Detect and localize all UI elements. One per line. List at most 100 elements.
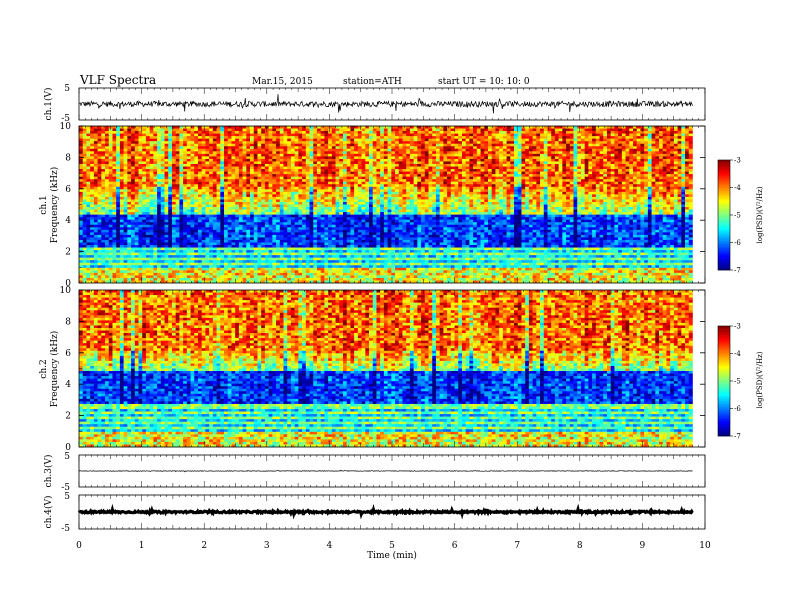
ch1_spec-cell bbox=[451, 151, 455, 154]
ch1_spec-cell bbox=[443, 199, 447, 202]
ch1_spec-cell bbox=[250, 164, 254, 167]
ch1_spec-cell bbox=[629, 184, 633, 187]
ch1_spec-cell bbox=[310, 194, 314, 197]
ch1_spec-cell bbox=[402, 159, 406, 162]
ch1_spec-cell bbox=[652, 167, 656, 170]
ch1_spec-cell bbox=[637, 167, 641, 170]
ch1_spec-cell bbox=[488, 199, 492, 202]
ch1_spec-cell bbox=[291, 164, 295, 167]
ch1_spec-cell bbox=[287, 169, 291, 172]
ch1_spec-cell bbox=[458, 134, 462, 137]
ch1_spec-cell bbox=[507, 172, 511, 175]
ch1_spec-cell bbox=[365, 131, 369, 134]
ch1_spec-cell bbox=[354, 159, 358, 162]
ch1_spec-cell bbox=[165, 139, 169, 142]
ch1_spec-cell bbox=[295, 192, 299, 195]
ch1_spec-cell bbox=[585, 144, 589, 147]
ch1_spec-cell bbox=[655, 167, 659, 170]
ch1_spec-cell bbox=[540, 131, 544, 134]
ch1_spec-cell bbox=[83, 151, 87, 154]
ch1_spec-cell bbox=[477, 177, 481, 180]
ch1_spec-cell bbox=[685, 154, 689, 157]
ch1_spec-cell bbox=[272, 187, 276, 190]
ch1_spec-cell bbox=[172, 146, 176, 149]
ch1_spec-cell bbox=[172, 174, 176, 177]
ch1_spec-cell bbox=[484, 156, 488, 159]
ch1_spec-cell bbox=[376, 192, 380, 195]
ch1_spec-cell bbox=[391, 159, 395, 162]
ch1_spec-cell bbox=[168, 126, 172, 129]
ch1_spec-cell bbox=[477, 167, 481, 170]
ch1_spec-cell bbox=[347, 169, 351, 172]
ch1_spec-cell bbox=[105, 189, 109, 192]
ch1_spec-cell bbox=[317, 172, 321, 175]
ch1_spec-cell bbox=[328, 136, 332, 139]
ch1_spec-cell bbox=[562, 141, 566, 144]
ch1_spec-cell bbox=[447, 136, 451, 139]
ch1_spec-cell bbox=[343, 164, 347, 167]
ch1_spec-cell bbox=[250, 146, 254, 149]
ch1_spec-cell bbox=[350, 156, 354, 159]
ch1_spec-cell bbox=[603, 146, 607, 149]
ch1_spec-cell bbox=[176, 182, 180, 185]
ch1_spec-cell bbox=[313, 149, 317, 152]
ch1_spec-cell bbox=[150, 159, 154, 162]
ch1_spec-cell bbox=[380, 194, 384, 197]
ch1_spec-cell bbox=[176, 136, 180, 139]
ch1_spec-cell bbox=[458, 144, 462, 147]
ch1_spec-cell bbox=[629, 139, 633, 142]
ch1_spec-cell bbox=[165, 169, 169, 172]
ch1_spec-cell bbox=[298, 139, 302, 142]
ch1_spec-cell bbox=[98, 194, 102, 197]
ch1_spec-cell bbox=[179, 151, 183, 154]
ch1_spec-cell bbox=[194, 134, 198, 137]
ch1_spec-cell bbox=[384, 187, 388, 190]
ch1_spec-cell bbox=[391, 199, 395, 202]
ch1_spec-cell bbox=[384, 172, 388, 175]
ch1_spec-cell bbox=[540, 164, 544, 167]
ch1_spec-cell bbox=[94, 199, 98, 202]
ch1_spec-cell bbox=[429, 189, 433, 192]
ch1_spec-cell bbox=[562, 131, 566, 134]
ch1_spec-cell bbox=[172, 139, 176, 142]
ch1_spec-cell bbox=[466, 134, 470, 137]
ch1_spec-cell bbox=[243, 167, 247, 170]
ch1_spec-cell bbox=[436, 161, 440, 164]
ch1_spec-cell bbox=[458, 136, 462, 139]
ch1_spec-cell bbox=[261, 172, 265, 175]
ch1_spec-cell bbox=[306, 144, 310, 147]
ch1_spec-cell bbox=[626, 182, 630, 185]
ch1_spec-cell bbox=[376, 197, 380, 200]
ch1_spec-cell bbox=[317, 156, 321, 159]
ch1_spec-cell bbox=[551, 174, 555, 177]
ch1_spec-cell bbox=[622, 129, 626, 132]
ch1_spec-cell bbox=[648, 161, 652, 164]
ch1_spec-cell bbox=[105, 174, 109, 177]
ch1_spec-cell bbox=[574, 199, 578, 202]
ch1_spec-cell bbox=[410, 151, 414, 154]
ch1_spec-cell bbox=[265, 179, 269, 182]
ch1_spec-cell bbox=[332, 141, 336, 144]
ch1_spec-cell bbox=[213, 187, 217, 190]
ch1_spec-cell bbox=[276, 194, 280, 197]
ch1_spec-cell bbox=[321, 167, 325, 170]
ch1_spec-cell bbox=[536, 154, 540, 157]
ch1_spec-cell bbox=[347, 129, 351, 132]
ch1_spec-cell bbox=[484, 192, 488, 195]
ch1_spec-cell bbox=[581, 189, 585, 192]
ch1_spec-cell bbox=[228, 192, 232, 195]
ch1_spec-cell bbox=[659, 131, 663, 134]
ch1_spec-cell bbox=[257, 141, 261, 144]
ch1_spec-cell bbox=[287, 161, 291, 164]
ch1_spec-cell bbox=[681, 159, 685, 162]
ch1_spec-cell bbox=[678, 172, 682, 175]
ch1_spec-cell bbox=[484, 197, 488, 200]
ch1_spec-cell bbox=[358, 161, 362, 164]
ch1_spec-cell bbox=[112, 169, 116, 172]
ch1_spec-cell bbox=[518, 154, 522, 157]
ch1_spec-cell bbox=[105, 131, 109, 134]
ch1_spec-cell bbox=[603, 182, 607, 185]
ch1_spec-cell bbox=[120, 169, 124, 172]
ch1_spec-cell bbox=[243, 149, 247, 152]
ch1_spec-cell bbox=[391, 179, 395, 182]
